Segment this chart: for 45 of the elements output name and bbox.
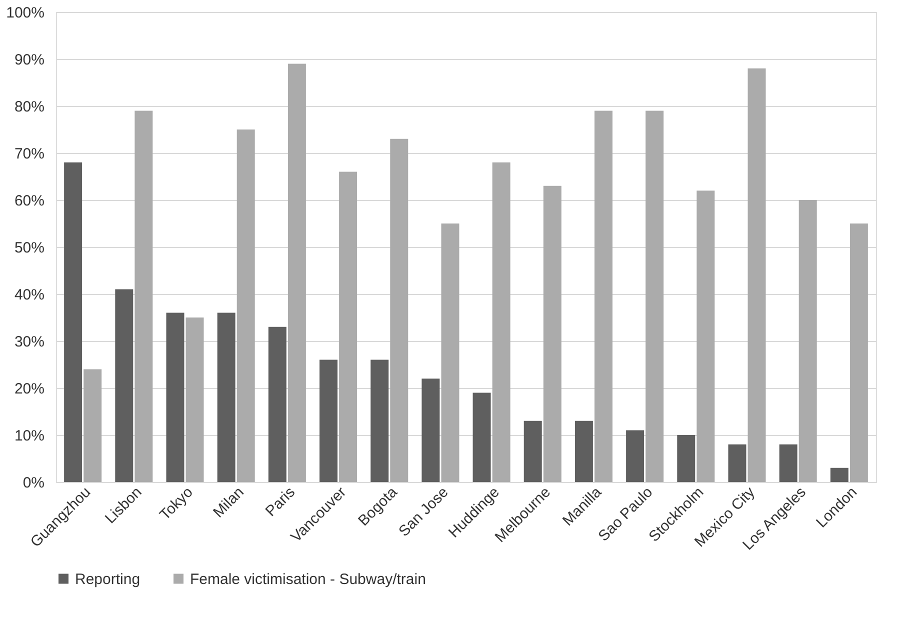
bar bbox=[186, 318, 204, 482]
bar bbox=[492, 162, 510, 482]
bar bbox=[422, 378, 440, 482]
y-tick-label: 0% bbox=[22, 474, 44, 492]
bar bbox=[370, 360, 389, 482]
bar bbox=[646, 110, 664, 482]
bar bbox=[798, 200, 817, 482]
bar bbox=[288, 64, 306, 482]
bar bbox=[472, 392, 491, 482]
bar bbox=[626, 430, 644, 482]
y-tick-label: 20% bbox=[14, 380, 44, 398]
bar bbox=[339, 172, 358, 482]
bar bbox=[830, 468, 848, 482]
legend-label: Reporting bbox=[75, 570, 140, 588]
bar bbox=[390, 138, 408, 482]
bar bbox=[524, 420, 542, 482]
bar bbox=[217, 312, 236, 482]
y-tick-label: 30% bbox=[14, 334, 44, 350]
bar bbox=[748, 68, 766, 482]
bar bbox=[84, 369, 102, 482]
bar bbox=[779, 444, 798, 482]
bar bbox=[543, 186, 562, 482]
bar bbox=[320, 360, 338, 482]
y-tick-label: 90% bbox=[14, 52, 44, 68]
y-tick-label: 60% bbox=[14, 192, 44, 210]
y-tick-label: 50% bbox=[14, 240, 44, 256]
bar bbox=[574, 420, 593, 482]
bar bbox=[594, 110, 612, 482]
bar bbox=[441, 224, 460, 482]
y-tick-label: 40% bbox=[14, 286, 44, 304]
bar bbox=[696, 190, 715, 482]
bar bbox=[677, 435, 696, 482]
bar bbox=[268, 326, 286, 482]
y-tick-label: 70% bbox=[14, 146, 44, 162]
y-tick-label: 10% bbox=[14, 428, 44, 444]
bar bbox=[236, 130, 255, 482]
bar bbox=[115, 289, 134, 482]
legend-label: Female victimisation - Subway/train bbox=[190, 570, 426, 588]
y-tick-label: 100% bbox=[6, 4, 44, 22]
bar bbox=[728, 444, 746, 482]
bar bbox=[850, 224, 868, 482]
bar bbox=[64, 162, 82, 482]
y-tick-label: 80% bbox=[14, 98, 44, 116]
bar bbox=[166, 312, 184, 482]
bar bbox=[134, 110, 153, 482]
